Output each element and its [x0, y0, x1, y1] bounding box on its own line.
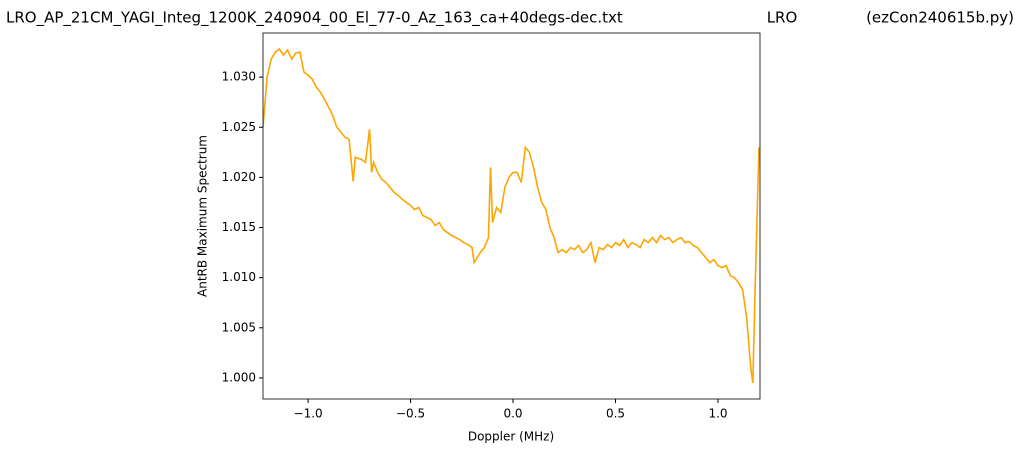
y-tick-label: 1.010 [222, 270, 256, 284]
x-tick-label: 0.5 [606, 407, 625, 421]
x-tick-label: −0.5 [396, 407, 425, 421]
x-axis-label: Doppler (MHz) [468, 430, 554, 444]
title-site: LRO [767, 9, 798, 27]
title-file: LRO_AP_21CM_YAGI_Integ_1200K_240904_00_E… [6, 9, 623, 28]
x-tick-label: −1.0 [294, 407, 323, 421]
plot-frame [262, 32, 761, 400]
y-tick-label: 1.005 [222, 320, 256, 334]
y-tick-label: 1.020 [222, 170, 256, 184]
y-tick-label: 1.000 [222, 370, 256, 384]
y-tick-label: 1.030 [222, 70, 256, 84]
x-tick-label: 0.0 [503, 407, 522, 421]
y-axis-label: AntRB Maximum Spectrum [196, 135, 210, 297]
x-tick-label: 1.0 [708, 407, 727, 421]
y-tick-label: 1.015 [222, 220, 256, 234]
spectrum-line [263, 47, 760, 384]
y-tick-label: 1.025 [222, 120, 256, 134]
title-program: (ezCon240615b.py) [866, 9, 1014, 27]
